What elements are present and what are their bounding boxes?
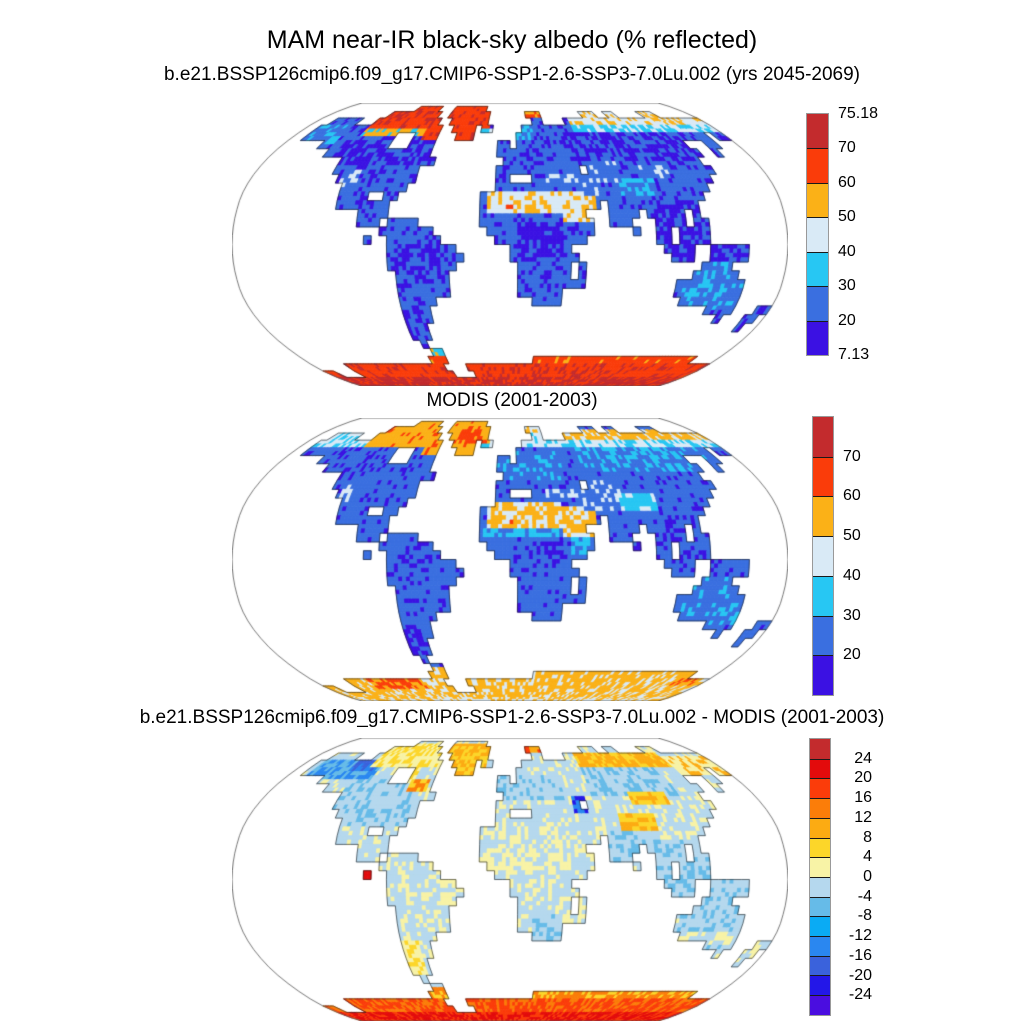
colorbar-segment [810, 995, 830, 1015]
colorbar-segment [810, 876, 830, 897]
colorbar-segment [810, 798, 830, 818]
panel-title-model: b.e21.BSSP126cmip6.f09_g17.CMIP6-SSP1-2.… [163, 64, 861, 85]
world-map-modis [232, 418, 788, 701]
colorbar-modis: 70 60 50 40 30 20 [812, 416, 861, 696]
colorbar-segment [813, 655, 833, 695]
figure-title: MAM near-IR black-sky albedo (% reflecte… [266, 26, 758, 54]
panel-title-difference: b.e21.BSSP126cmip6.f09_g17.CMIP6-SSP1-2.… [139, 707, 885, 728]
colorbar-segment [807, 286, 828, 321]
colorbar-segment [807, 320, 828, 355]
colorbar-segment [810, 955, 830, 976]
colorbar-tick-label: 75.18 [838, 105, 879, 122]
colorbar-difference: 24 20 16 12 8 4 0 -4 -8 -12 -16 -20 -24 [809, 738, 872, 1016]
colorbar-segment [807, 217, 828, 252]
colorbar-segment [810, 896, 830, 917]
colorbar-tick-label: 12 [854, 808, 872, 826]
colorbar-tick-label: 0 [863, 868, 872, 885]
colorbar-tick-label: -4 [857, 887, 872, 905]
colorbar-segment [810, 758, 830, 779]
colorbar-tick-label: -8 [857, 907, 872, 925]
colorbar-tick-label: 50 [838, 208, 856, 226]
colorbar-tick-label: -24 [848, 986, 872, 1004]
colorbar-tick-label: 24 [854, 749, 872, 767]
colorbar-tick-label: -12 [848, 927, 872, 945]
colorbar-tick-label: 30 [838, 277, 856, 295]
colorbar-segment [813, 417, 833, 457]
colorbar-tick-label: 50 [843, 527, 861, 545]
colorbar-tick-label: 70 [838, 139, 856, 157]
colorbar-segment [810, 916, 830, 937]
colorbar-tick-label: 70 [843, 447, 861, 465]
colorbar-tick-label: 20 [843, 646, 861, 664]
colorbar-segment [813, 456, 833, 497]
colorbar-tick-label: 20 [854, 769, 872, 787]
colorbar-tick-label: 8 [863, 828, 872, 846]
colorbar-segment [810, 837, 830, 858]
colorbar-segment [810, 817, 830, 838]
colorbar-segment [807, 182, 828, 218]
colorbar-tick-label: -16 [848, 946, 872, 964]
colorbar-segment [813, 575, 833, 616]
colorbar-segment [807, 114, 828, 149]
colorbar-tick-label: 60 [838, 173, 856, 191]
colorbar-segment [807, 251, 828, 287]
colorbar-tick-label: 60 [843, 487, 861, 505]
colorbar-tick-label: 30 [843, 606, 861, 624]
colorbar-model: 75.18 70 60 50 40 30 20 7.13 [806, 106, 878, 363]
world-map-model [232, 103, 788, 386]
panel-title-modis: MODIS (2001-2003) [426, 390, 598, 411]
colorbar-tick-label: 40 [843, 566, 861, 584]
colorbar-segment [813, 536, 833, 576]
colorbar-segment [810, 778, 830, 799]
colorbar-segment [810, 936, 830, 956]
colorbar-tick-label: 16 [854, 789, 872, 807]
colorbar-tick-label: 7.13 [838, 346, 870, 363]
world-map-difference [232, 738, 788, 1021]
colorbar-tick-label: 4 [863, 848, 872, 866]
colorbar-segment [807, 148, 828, 183]
colorbar-segment [810, 739, 830, 759]
colorbar-tick-label: -20 [848, 966, 872, 984]
colorbar-tick-label: 40 [838, 242, 856, 260]
colorbar-segment [813, 496, 833, 537]
colorbar-segment [813, 615, 833, 656]
colorbar-segment [810, 857, 830, 877]
colorbar-segment [810, 975, 830, 996]
colorbar-tick-label: 20 [838, 311, 856, 329]
